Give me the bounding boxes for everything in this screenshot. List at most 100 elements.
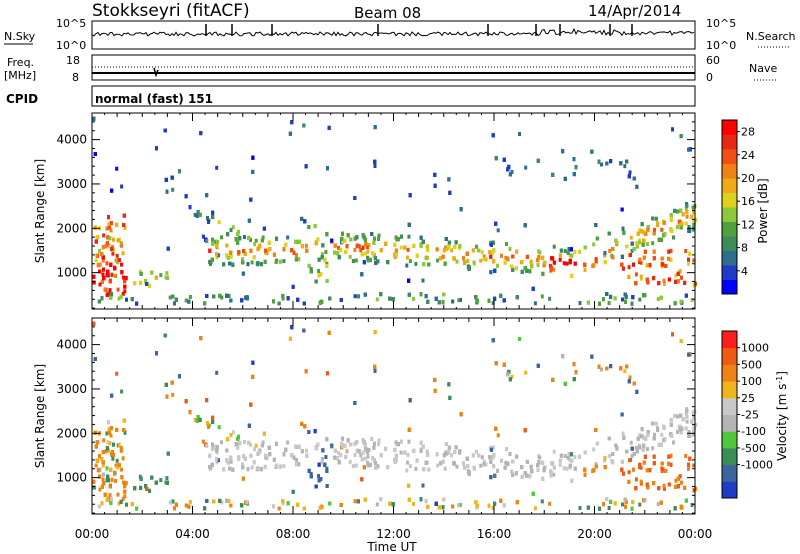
power-echo-cell — [504, 255, 508, 260]
power-echo-cell — [98, 269, 102, 274]
velocity-echo-cell — [480, 455, 484, 460]
power-echo-cell — [490, 242, 493, 247]
power-echo-cell — [627, 274, 631, 279]
power-echo-cell — [394, 248, 398, 253]
power-echo-cell — [692, 283, 696, 288]
power-echo-cell — [362, 235, 366, 240]
velocity-echo-cell — [113, 470, 116, 475]
velocity-echo-cell — [638, 433, 642, 438]
velocity-echo-cell — [227, 499, 231, 503]
velocity-echo-cell — [620, 459, 624, 464]
power-echo-cell — [644, 232, 648, 236]
velocity-echo-cell — [302, 506, 306, 511]
power-echo-cell — [425, 244, 429, 249]
velocity-echo-cell — [479, 463, 483, 468]
power-echo-cell — [603, 260, 607, 265]
velocity-echo-cell — [687, 430, 691, 435]
power-echo-cell — [627, 265, 631, 270]
power-echo-cell — [424, 294, 428, 299]
velocity-echo-cell — [640, 427, 644, 432]
nave-label: Nave — [749, 62, 777, 75]
power-echo-cell — [211, 241, 215, 246]
velocity-echo-cell — [672, 440, 675, 445]
power-echo-cell — [109, 295, 113, 300]
velocity-echo-cell — [656, 502, 660, 507]
velocity-echo-cell — [669, 453, 673, 458]
power-echo-cell — [573, 249, 577, 254]
power-echo-cell — [653, 227, 656, 232]
velocity-echo-cell — [629, 458, 632, 462]
velocity-echo-cell — [225, 458, 229, 463]
power-echo-cell — [184, 298, 188, 303]
power-echo-cell — [290, 248, 294, 253]
power-echo-cell — [346, 233, 350, 238]
power-echo-cell — [692, 227, 696, 232]
power-echo-cell — [447, 240, 451, 245]
power-echo-cell — [520, 260, 524, 265]
power-echo-cell — [114, 273, 117, 278]
power-echo-cell — [520, 269, 524, 274]
power-echo-cell — [222, 262, 226, 267]
power-echo-cell — [166, 246, 170, 251]
velocity-echo-cell — [630, 506, 634, 511]
colorbar-swatch — [722, 221, 737, 237]
velocity-echo-cell — [105, 466, 109, 471]
velocity-echo-cell — [639, 479, 643, 484]
power-echo-cell — [106, 269, 110, 274]
power-echo-cell — [241, 260, 245, 265]
velocity-echo-cell — [482, 459, 486, 464]
velocity-echo-cell — [642, 435, 646, 440]
velocity-echo-cell — [684, 454, 688, 458]
power-echo-cell — [491, 300, 495, 305]
velocity-echo-cell — [525, 459, 529, 464]
power-echo-cell — [424, 255, 428, 260]
power-colorbar-tick: 28 — [741, 126, 755, 139]
velocity-echo-cell — [122, 480, 126, 485]
colorbar-swatch — [722, 250, 737, 266]
power-echo-cell — [578, 249, 581, 254]
velocity-echo-cell — [567, 452, 571, 456]
power-echo-cell — [343, 238, 347, 243]
power-echo-cell — [573, 261, 577, 266]
velocity-echo-cell — [241, 476, 245, 481]
power-echo-cell — [622, 230, 626, 235]
velocity-echo-cell — [249, 442, 253, 447]
velocity-echo-cell — [570, 458, 574, 463]
power-echo-cell — [364, 242, 368, 247]
power-echo-cell — [328, 296, 332, 301]
velocity-echo-cell — [652, 436, 656, 441]
velocity-echo-cell — [303, 424, 307, 429]
power-echo-cell — [339, 248, 343, 252]
velocity-echo-cell — [472, 465, 476, 470]
velocity-echo-cell — [688, 456, 692, 461]
power-scatter — [92, 116, 698, 306]
power-echo-cell — [635, 184, 639, 189]
velocity-echo-cell — [677, 424, 681, 429]
power-echo-cell — [366, 258, 370, 263]
power-echo-cell — [583, 245, 587, 250]
power-echo-cell — [349, 237, 353, 242]
power-echo-cell — [296, 297, 300, 302]
power-echo-cell — [229, 254, 233, 259]
power-echo-cell — [145, 282, 149, 286]
power-echo-cell — [625, 159, 629, 164]
velocity-echo-cell — [572, 377, 576, 382]
power-echo-cell — [215, 165, 219, 170]
power-echo-cell — [660, 227, 664, 232]
power-echo-cell — [477, 248, 481, 253]
power-echo-cell — [391, 297, 395, 302]
power-echo-cell — [376, 259, 380, 264]
velocity-echo-cell — [629, 440, 633, 445]
velocity-echo-cell — [540, 499, 544, 504]
velocity-echo-cell — [340, 441, 344, 446]
power-echo-cell — [493, 296, 497, 301]
power-echo-cell — [632, 176, 636, 181]
power-echo-cell — [491, 133, 495, 138]
velocity-echo-cell — [630, 453, 634, 458]
power-colorbar-tick: 16 — [741, 195, 755, 208]
velocity-echo-cell — [520, 474, 524, 479]
velocity-echo-cell — [414, 466, 418, 471]
colorbar-swatch — [722, 163, 737, 179]
power-echo-cell — [110, 272, 114, 277]
power-echo-cell — [515, 295, 519, 300]
